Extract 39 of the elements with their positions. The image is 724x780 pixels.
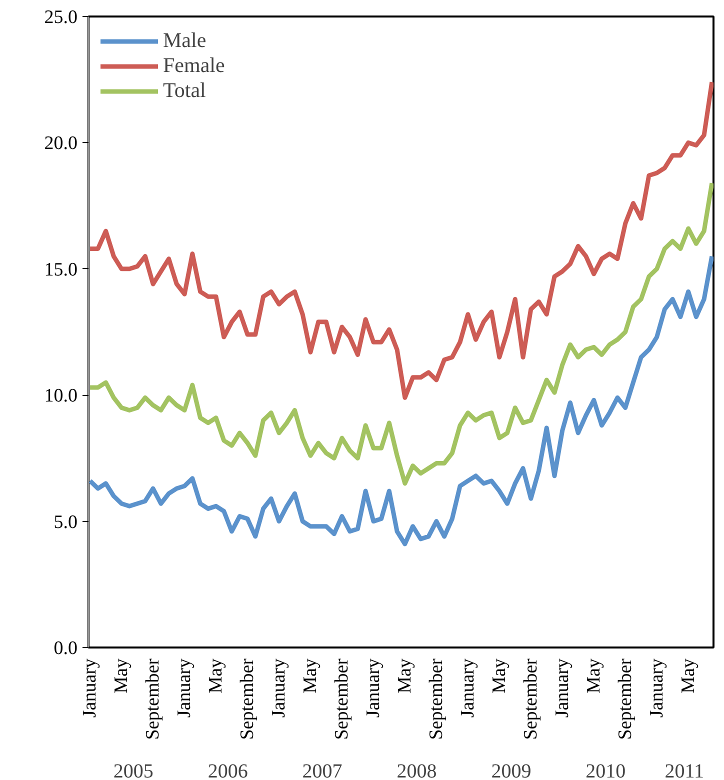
- y-tick-label: 20.0: [44, 133, 78, 154]
- text: 2005: [113, 760, 154, 780]
- legend-label: Total: [163, 78, 206, 103]
- y-tick-label: 15.0: [44, 259, 78, 280]
- text: 2006: [208, 760, 248, 780]
- line-series: [88, 80, 714, 400]
- y-tick-label: 25.0: [44, 7, 78, 28]
- x-tick-label: May: [488, 658, 510, 694]
- x-tick-label: January: [80, 658, 101, 718]
- text: 2010: [586, 760, 626, 780]
- x-tick-label: September: [614, 658, 636, 740]
- x-tick-label: September: [426, 658, 447, 740]
- text: 2008: [396, 760, 437, 780]
- x-tick-label: September: [520, 658, 542, 740]
- y-tick-label: 0.0: [54, 638, 78, 659]
- x-tick-label: May: [206, 658, 227, 694]
- x-tick-label: January: [268, 658, 290, 718]
- x-tick-label: May: [111, 658, 132, 694]
- x-tick-label: May: [394, 658, 416, 694]
- x-tick-label: January: [552, 658, 573, 718]
- x-tick-label: January: [646, 658, 668, 718]
- text: 2011: [664, 760, 704, 780]
- x-tick-label: January: [174, 658, 196, 718]
- text: 2007: [302, 760, 342, 780]
- x-tick-label: May: [300, 658, 321, 694]
- y-tick-label: 5.0: [54, 512, 78, 533]
- text: 2009: [491, 760, 532, 780]
- x-tick-label: January: [457, 658, 478, 718]
- x-tick-label: September: [331, 658, 352, 740]
- x-tick-label: September: [142, 658, 164, 740]
- y-tick-label: 10.0: [44, 386, 78, 407]
- line-series: [88, 254, 714, 546]
- legend-label: Female: [163, 53, 225, 78]
- x-tick-label: May: [678, 658, 699, 694]
- legend-label: Male: [163, 28, 206, 53]
- x-tick-label: September: [237, 658, 258, 740]
- x-tick-label: May: [583, 658, 604, 694]
- line-series: [88, 180, 714, 486]
- x-tick-label: January: [362, 658, 384, 718]
